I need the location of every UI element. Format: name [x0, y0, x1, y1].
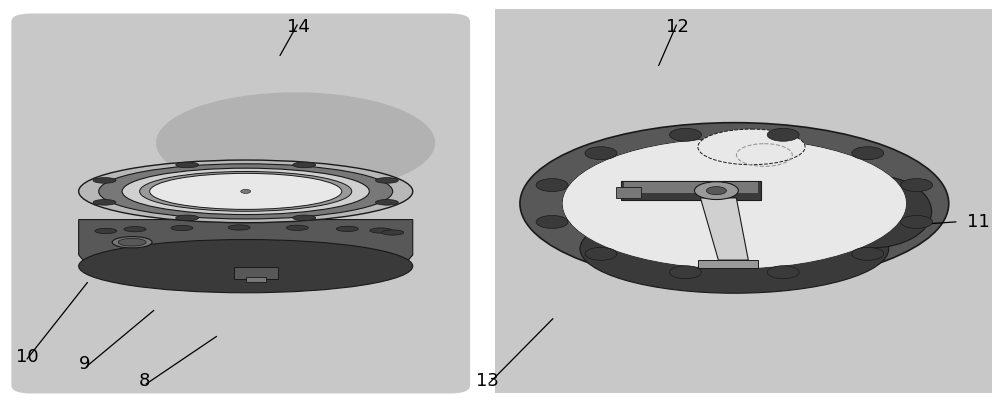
FancyBboxPatch shape — [234, 267, 278, 278]
Ellipse shape — [812, 175, 932, 248]
Ellipse shape — [375, 199, 398, 205]
Ellipse shape — [99, 164, 393, 219]
Circle shape — [694, 182, 738, 199]
Circle shape — [241, 189, 251, 193]
Polygon shape — [700, 198, 748, 260]
Ellipse shape — [563, 139, 906, 268]
Ellipse shape — [140, 171, 352, 211]
FancyBboxPatch shape — [698, 260, 758, 268]
Ellipse shape — [698, 129, 805, 165]
Ellipse shape — [79, 160, 413, 223]
Ellipse shape — [563, 139, 906, 268]
Ellipse shape — [336, 226, 358, 232]
Text: 10: 10 — [16, 348, 39, 366]
Ellipse shape — [171, 225, 193, 231]
Circle shape — [852, 247, 884, 260]
Text: 9: 9 — [78, 355, 90, 373]
Ellipse shape — [124, 227, 146, 232]
Ellipse shape — [93, 199, 116, 205]
Ellipse shape — [520, 123, 949, 284]
Circle shape — [670, 128, 701, 141]
FancyBboxPatch shape — [624, 182, 758, 193]
Ellipse shape — [112, 236, 152, 248]
Ellipse shape — [122, 168, 369, 214]
FancyBboxPatch shape — [621, 181, 761, 200]
Text: 12: 12 — [666, 18, 689, 35]
Circle shape — [585, 247, 617, 260]
Ellipse shape — [375, 177, 398, 183]
Circle shape — [706, 186, 726, 195]
Ellipse shape — [118, 239, 146, 246]
Ellipse shape — [370, 228, 392, 233]
Circle shape — [852, 147, 884, 160]
Text: 11: 11 — [967, 213, 989, 231]
Polygon shape — [79, 219, 413, 269]
Ellipse shape — [286, 225, 308, 230]
Circle shape — [767, 266, 799, 279]
FancyBboxPatch shape — [11, 13, 470, 394]
Ellipse shape — [79, 240, 413, 293]
FancyBboxPatch shape — [495, 9, 992, 394]
FancyBboxPatch shape — [616, 186, 641, 198]
Ellipse shape — [150, 173, 342, 209]
Text: 14: 14 — [287, 18, 310, 35]
Ellipse shape — [176, 215, 199, 221]
Circle shape — [901, 179, 933, 192]
Ellipse shape — [580, 204, 889, 293]
Ellipse shape — [228, 225, 250, 230]
Text: 13: 13 — [476, 372, 498, 390]
Ellipse shape — [156, 92, 435, 193]
Circle shape — [670, 266, 701, 279]
FancyBboxPatch shape — [246, 278, 266, 282]
Ellipse shape — [563, 139, 906, 268]
Ellipse shape — [176, 162, 199, 168]
Circle shape — [901, 215, 933, 228]
Ellipse shape — [93, 177, 116, 183]
Circle shape — [536, 179, 568, 192]
Circle shape — [585, 147, 617, 160]
Ellipse shape — [293, 162, 316, 168]
Circle shape — [536, 215, 568, 228]
Ellipse shape — [382, 230, 404, 235]
Ellipse shape — [95, 228, 117, 234]
Text: 8: 8 — [138, 372, 150, 390]
Circle shape — [767, 128, 799, 141]
Ellipse shape — [293, 215, 316, 221]
